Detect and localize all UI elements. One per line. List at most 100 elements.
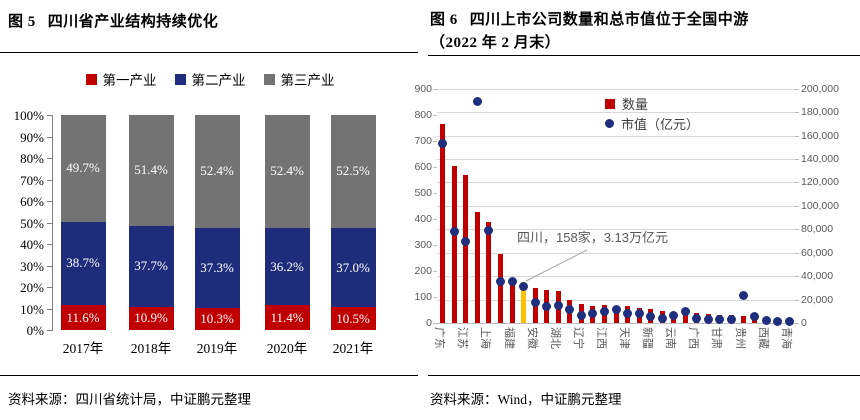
y-axis-line bbox=[52, 115, 53, 331]
right-axis-label: 20,000 bbox=[801, 293, 834, 306]
figure6-title-line1: 图 6 四川上市公司数量和总市值位于全国中游 bbox=[430, 8, 749, 29]
legend-item-quantity: 数量 bbox=[605, 94, 648, 113]
legend-label: 第三产业 bbox=[280, 73, 335, 88]
left-axis-label: 300 bbox=[414, 239, 432, 252]
right-axis-tick bbox=[795, 205, 799, 207]
province-axis-label: 广东 bbox=[433, 327, 446, 350]
marketcap-dot bbox=[669, 311, 679, 321]
right-axis-label: 120,000 bbox=[801, 176, 839, 189]
right-axis-label: 160,000 bbox=[801, 129, 839, 142]
legend-item: 第二产业 bbox=[174, 69, 246, 89]
marketcap-dot bbox=[773, 316, 783, 326]
marketcap-dot bbox=[715, 315, 725, 325]
left-axis-label: 700 bbox=[414, 134, 432, 147]
quantity-bar bbox=[474, 212, 480, 324]
right-axis-label: 60,000 bbox=[801, 246, 834, 259]
legend-label: 第一产业 bbox=[102, 73, 157, 88]
segment-data-label: 38.7% bbox=[66, 255, 100, 271]
figure5-panel: 图 5 四川省产业结构持续优化 第一产业 第二产业 第三产业 100% 90% 80% 70… bbox=[0, 0, 420, 420]
y-axis-label: 90% bbox=[20, 129, 44, 145]
right-axis-tick bbox=[795, 159, 799, 160]
y-axis-tick bbox=[47, 222, 52, 224]
marketcap-dot bbox=[646, 311, 656, 321]
segment-data-label: 10.3% bbox=[200, 310, 234, 326]
province-axis-label: 青海 bbox=[779, 327, 792, 350]
quantity-bar bbox=[440, 123, 446, 324]
marketcap-dot bbox=[634, 308, 644, 318]
legend-item: 第三产业 bbox=[263, 69, 335, 89]
marketcap-dot bbox=[542, 302, 552, 312]
right-axis-tick bbox=[795, 299, 799, 301]
province-axis-label: 甘肃 bbox=[710, 327, 723, 350]
marketcap-dot bbox=[496, 277, 506, 287]
left-axis-label: 800 bbox=[414, 108, 432, 121]
province-axis-label: 江西 bbox=[594, 327, 607, 350]
y-axis-label: 20% bbox=[20, 280, 44, 295]
y-axis-label: 40% bbox=[20, 237, 44, 252]
marketcap-dot bbox=[623, 309, 633, 319]
marketcap-dot bbox=[680, 307, 690, 317]
segment-data-label: 37.3% bbox=[200, 259, 234, 275]
left-axis-tick bbox=[433, 323, 437, 325]
left-axis-label: 900 bbox=[414, 82, 432, 95]
segment-data-label: 52.4% bbox=[200, 163, 234, 179]
left-axis-label: 500 bbox=[414, 186, 432, 199]
segment-data-label: 37.7% bbox=[134, 258, 168, 274]
left-axis-label: 600 bbox=[414, 160, 432, 173]
y-axis-tick bbox=[47, 308, 52, 310]
right-axis-tick bbox=[795, 112, 799, 114]
marketcap-legend-label: 市值（亿元） bbox=[621, 117, 700, 132]
gridline bbox=[437, 299, 795, 301]
bar-segment-第二产业 bbox=[194, 227, 240, 308]
sichuan-highlight-bar bbox=[521, 282, 527, 324]
segment-data-label: 37.0% bbox=[336, 259, 370, 275]
right-axis-label: 40,000 bbox=[801, 270, 834, 283]
province-axis-label: 辽宁 bbox=[571, 327, 584, 350]
marketcap-dot bbox=[472, 97, 482, 106]
gridline bbox=[437, 135, 795, 137]
left-axis-tick bbox=[433, 114, 437, 116]
marketcap-dot bbox=[507, 276, 517, 286]
y-axis-tick bbox=[47, 244, 52, 245]
figure5-title: 图 5 四川省产业结构持续优化 bbox=[8, 10, 218, 31]
marketcap-dot bbox=[784, 317, 794, 327]
right-axis-tick bbox=[795, 252, 799, 254]
y-axis-label: 80% bbox=[20, 151, 44, 166]
figure6-title-rule bbox=[428, 55, 860, 56]
bar-segment-第三产业 bbox=[194, 115, 240, 228]
x-axis-label-year: 2017年 bbox=[62, 341, 104, 356]
segment-data-label: 52.5% bbox=[336, 163, 370, 179]
segment-data-label: 51.4% bbox=[134, 162, 168, 178]
marketcap-dot bbox=[692, 314, 702, 324]
marketcap-dot bbox=[484, 226, 494, 236]
left-axis-tick bbox=[433, 271, 437, 273]
y-axis-label: 30% bbox=[20, 258, 44, 274]
marketcap-legend-swatch bbox=[605, 119, 614, 128]
bar-segment-第二产业 bbox=[128, 225, 174, 307]
left-axis-label: 400 bbox=[414, 212, 432, 225]
marketcap-dot bbox=[703, 314, 713, 324]
right-axis-tick bbox=[795, 229, 799, 231]
segment-data-label: 36.2% bbox=[270, 258, 304, 274]
x-axis-label-year: 2021年 bbox=[332, 341, 374, 356]
gridline bbox=[437, 276, 795, 278]
right-axis-tick bbox=[795, 276, 799, 278]
right-axis-tick bbox=[795, 323, 799, 325]
gridline bbox=[437, 88, 795, 90]
bar-segment-第一产业 bbox=[194, 307, 240, 330]
marketcap-dot bbox=[761, 315, 771, 325]
figure5-source-text: 资料来源：四川省统计局，中证鹏元整理 bbox=[8, 392, 251, 407]
legend-item-marketcap: 市值（亿元） bbox=[605, 114, 699, 133]
marketcap-dot bbox=[565, 304, 575, 314]
province-axis-label: 上海 bbox=[479, 327, 492, 350]
y-axis-label: 60% bbox=[20, 194, 44, 209]
segment-data-label: 11.6% bbox=[66, 309, 100, 325]
right-axis-label: 80,000 bbox=[801, 223, 834, 236]
province-axis-label: 天津 bbox=[618, 327, 631, 350]
marketcap-dot bbox=[438, 139, 448, 149]
y-axis-tick bbox=[47, 330, 52, 331]
segment-data-label: 49.7% bbox=[66, 160, 100, 176]
figure6-title-text: 四川上市公司数量和总市值位于全国中游 bbox=[469, 12, 749, 28]
gridline bbox=[437, 159, 795, 160]
quantity-bar bbox=[463, 174, 469, 324]
